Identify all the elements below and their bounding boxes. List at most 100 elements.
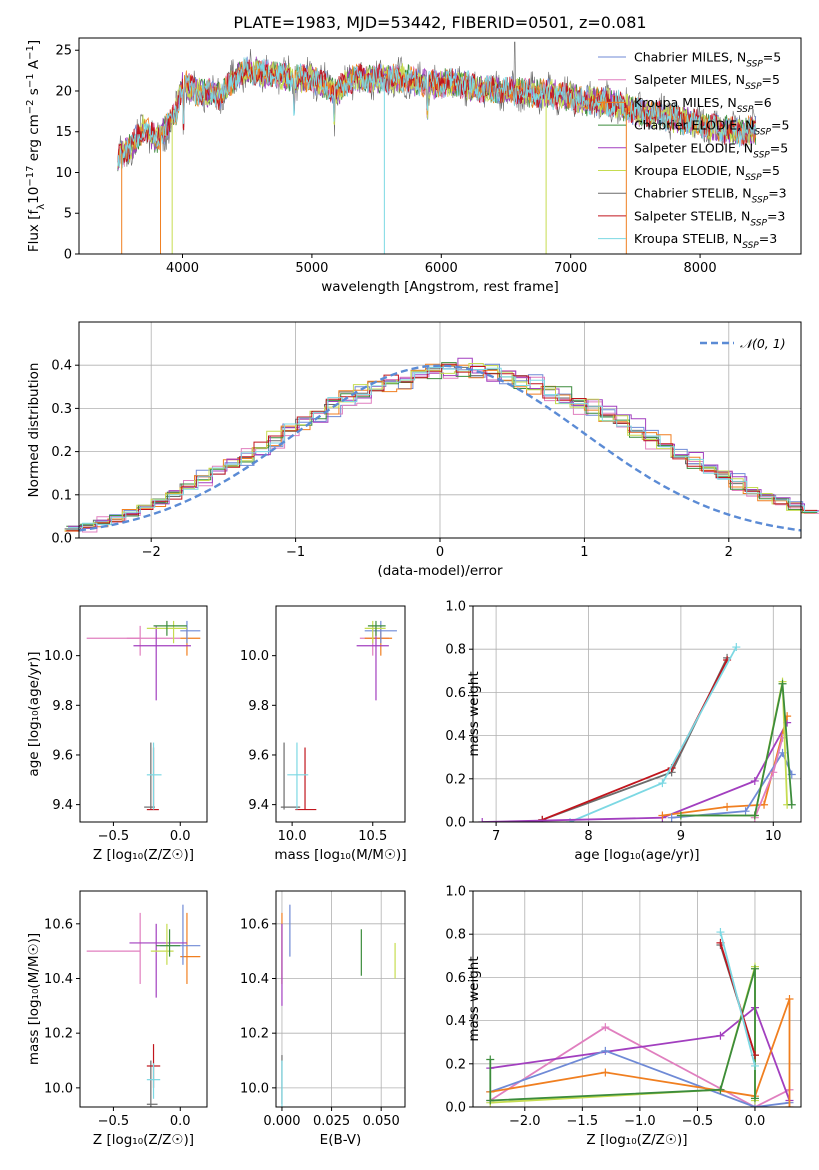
x-axis-label: E(B-V): [320, 1132, 362, 1148]
legend-label: Chabrier STELIB, NSSP=3: [634, 186, 787, 206]
y-tick-label: 0: [64, 248, 72, 263]
weight-point-marker: [601, 1068, 610, 1077]
legend-label: Salpeter ELODIE, NSSP=5: [634, 140, 788, 160]
x-axis-label: (data-model)/error: [377, 563, 503, 579]
age_vs_mass-panel: 10.0 10.5 9.4 9.6 9.8 10.0 mass [log₁₀(M/M☉)]: [240, 605, 407, 863]
y-tick-label: 5: [64, 207, 72, 222]
x-axis-label: Z [log₁₀(Z/Z☉)]: [93, 1132, 194, 1148]
y-tick-label: 0.0: [445, 1101, 466, 1116]
y-tick-label: 9.4: [248, 798, 269, 813]
x-tick-label: −2.0: [509, 1114, 541, 1129]
weight-point-marker: [785, 995, 794, 1003]
y-axis-label: mass weight: [466, 671, 482, 756]
weight-point-marker: [601, 1046, 610, 1055]
histogram-step-line: [68, 366, 819, 529]
x-tick-label: 1: [580, 545, 588, 560]
weight-point-marker: [732, 643, 741, 652]
y-tick-label: 0.1: [51, 488, 72, 503]
y-tick-label: 9.6: [52, 748, 73, 763]
y-tick-label: 0.3: [51, 402, 72, 417]
plot-frame: [472, 890, 802, 1108]
y-tick-label: 10.6: [44, 917, 73, 932]
y-tick-label: 0.6: [445, 971, 466, 986]
weight-line: [489, 1026, 790, 1107]
weight-point-marker: [750, 811, 759, 820]
weight-line: [489, 1049, 790, 1107]
y-tick-label: 0.4: [445, 1014, 466, 1029]
y-tick-label: 10.0: [44, 1081, 73, 1096]
y-tick-label: 1.0: [445, 600, 466, 615]
grid: [276, 891, 405, 1107]
legend-label: Chabrier ELODIE, NSSP=5: [634, 118, 789, 138]
series-lines: [486, 928, 794, 1107]
weight-point-marker: [750, 964, 759, 973]
y-axis-label: Normed distribution: [26, 363, 42, 498]
y-tick-label: 9.4: [52, 798, 73, 813]
legend-label: Chabrier MILES, NSSP=5: [634, 50, 781, 70]
plot-frame: [78, 37, 802, 255]
plot-frame: [275, 605, 406, 823]
x-tick-label: 4000: [166, 261, 199, 276]
plot-frame: [79, 605, 208, 823]
histogram-step-line: [66, 363, 818, 532]
x-tick-label: 0.050: [363, 1114, 400, 1129]
x-axis-label: age [log₁₀(age/yr)]: [574, 847, 699, 863]
chart-title: PLATE=1983, MJD=53442, FIBERID=0501, z=0…: [233, 13, 646, 32]
weight-point-marker: [778, 679, 787, 688]
plot-frame: [472, 605, 802, 823]
weight-line: [719, 931, 756, 1067]
errorbars: [86, 904, 201, 1107]
x-tick-label: 0.000: [263, 1114, 300, 1129]
weight-line: [680, 683, 793, 817]
x-tick-label: 10.0: [278, 829, 307, 844]
legend-label: 𝒩(0, 1): [740, 336, 786, 351]
y-tick-label: 0.4: [51, 359, 72, 374]
errorbars: [86, 620, 201, 811]
x-tick-label: 8: [584, 829, 592, 844]
y-tick-label: 0.0: [445, 816, 466, 831]
x-axis-label: mass [log₁₀(M/M☉)]: [274, 847, 406, 863]
weight-line: [490, 966, 756, 1104]
spectrum-panel: PLATE=1983, MJD=53442, FIBERID=0501, z=0…: [25, 13, 802, 295]
weight-point-marker: [601, 1023, 610, 1032]
histograms: [64, 357, 819, 533]
y-tick-label: 0.2: [445, 772, 466, 787]
x-tick-label: 0.0: [170, 1114, 191, 1129]
mass_vs_Z-panel: −0.5 0.0 10.0 10.2 10.4 10.6 Z [log₁₀(Z/Z☉)] ma…: [26, 890, 208, 1148]
y-tick-label: 10.0: [44, 649, 73, 664]
y-tick-label: 9.8: [248, 699, 269, 714]
weight-point-marker: [785, 1103, 794, 1107]
y-tick-label: 0.8: [445, 643, 466, 658]
x-tick-label: 10.5: [358, 829, 387, 844]
legend-label: Kroupa MILES, NSSP=6: [634, 95, 772, 115]
plot-frame: [79, 890, 208, 1108]
legend-label: Salpeter STELIB, NSSP=3: [634, 208, 785, 228]
x-tick-label: −1.5: [567, 1114, 599, 1129]
weight-point-marker: [478, 818, 487, 822]
legend-label: Kroupa ELODIE, NSSP=5: [634, 163, 780, 183]
y-tick-label: 25: [55, 44, 72, 59]
weight-point-marker: [741, 807, 750, 816]
spectrum-lines: [117, 41, 757, 254]
y-tick-label: 10.4: [44, 972, 73, 987]
x-tick-label: 5000: [295, 261, 328, 276]
y-tick-label: 15: [55, 125, 72, 140]
weight-point-marker: [716, 1031, 725, 1040]
y-axis-label: mass [log₁₀(M/M☉)]: [26, 933, 42, 1065]
y-tick-label: 10.0: [240, 649, 269, 664]
y-axis-label: mass weight: [466, 956, 482, 1041]
x-tick-label: 0.025: [313, 1114, 350, 1129]
x-tick-label: −1.0: [624, 1114, 656, 1129]
y-tick-label: 1.0: [445, 885, 466, 900]
y-axis-label: age [log₁₀(age/yr)]: [26, 651, 42, 776]
y-tick-label: 0.6: [445, 686, 466, 701]
weight-point-marker: [667, 813, 676, 822]
x-tick-label: 0.0: [745, 1114, 766, 1129]
x-tick-label: 7000: [554, 261, 587, 276]
y-tick-label: 9.8: [52, 699, 73, 714]
y-tick-label: 0.2: [445, 1057, 466, 1072]
weight-point-marker: [486, 1055, 495, 1064]
errorbars: [280, 620, 397, 811]
weight-point-marker: [723, 802, 732, 811]
